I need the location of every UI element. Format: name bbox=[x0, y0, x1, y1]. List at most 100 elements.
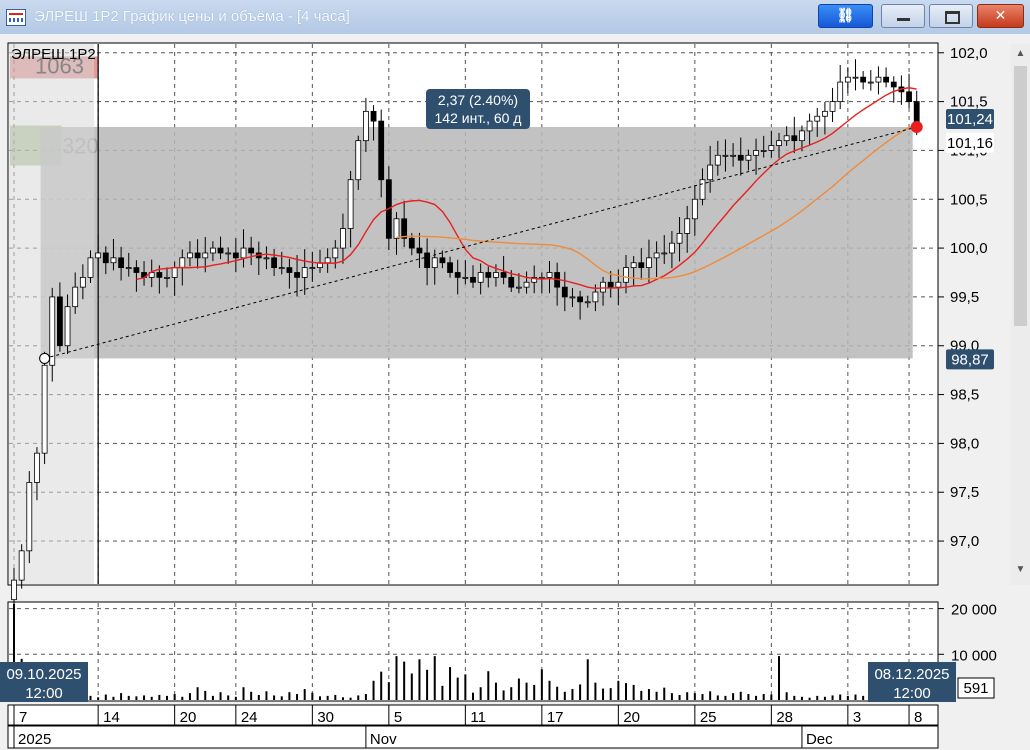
volume-bar[interactable] bbox=[670, 693, 673, 700]
candle-body[interactable] bbox=[867, 81, 874, 84]
volume-bar[interactable] bbox=[112, 696, 115, 700]
secondary-price-tag[interactable]: 101,16 bbox=[946, 132, 994, 153]
candle-body[interactable] bbox=[49, 296, 56, 366]
candle-body[interactable] bbox=[607, 281, 614, 288]
candle-body[interactable] bbox=[202, 252, 209, 259]
candle-body[interactable] bbox=[271, 257, 278, 269]
candle-body[interactable] bbox=[500, 272, 507, 278]
volume-bar[interactable] bbox=[739, 691, 742, 700]
candle-body[interactable] bbox=[844, 76, 851, 83]
volume-bar[interactable] bbox=[647, 689, 650, 700]
volume-bar[interactable] bbox=[479, 687, 482, 700]
price-volume-chart[interactable]: 1063320 102,0101,5101,0100,5100,099,599,… bbox=[0, 34, 1030, 750]
candle-body[interactable] bbox=[584, 301, 591, 304]
volume-bar[interactable] bbox=[785, 692, 788, 700]
candle-body[interactable] bbox=[240, 247, 247, 259]
volume-bar[interactable] bbox=[364, 694, 367, 700]
volume-bar[interactable] bbox=[311, 692, 314, 700]
volume-bar[interactable] bbox=[778, 656, 780, 700]
maximize-button[interactable] bbox=[929, 4, 973, 28]
volume-bar[interactable] bbox=[755, 695, 758, 700]
range-low-price-tag[interactable]: 98,87 bbox=[946, 349, 994, 370]
volume-bar[interactable] bbox=[556, 686, 559, 700]
candle-body[interactable] bbox=[248, 247, 255, 254]
candle-body[interactable] bbox=[41, 364, 48, 454]
candle-body[interactable] bbox=[822, 110, 828, 117]
candle-body[interactable] bbox=[95, 252, 102, 259]
volume-bar[interactable] bbox=[678, 694, 681, 700]
volume-bar[interactable] bbox=[709, 691, 712, 700]
candle-body[interactable] bbox=[462, 276, 469, 279]
scroll-up-icon[interactable]: ▲ bbox=[1015, 48, 1026, 59]
candle-body[interactable] bbox=[347, 179, 354, 229]
volume-bar[interactable] bbox=[234, 696, 237, 700]
volume-bar[interactable] bbox=[219, 692, 222, 700]
candle-body[interactable] bbox=[187, 252, 193, 259]
volume-bar[interactable] bbox=[563, 691, 566, 700]
candle-body[interactable] bbox=[18, 550, 25, 581]
candle-body[interactable] bbox=[485, 272, 492, 278]
candle-body[interactable] bbox=[171, 267, 178, 278]
volume-bar[interactable] bbox=[319, 696, 321, 700]
volume-bar[interactable] bbox=[227, 695, 230, 700]
candle-body[interactable] bbox=[447, 262, 453, 273]
volume-bar[interactable] bbox=[341, 697, 344, 700]
volume-bar[interactable] bbox=[135, 696, 138, 700]
candle-body[interactable] bbox=[26, 482, 33, 552]
volume-bar[interactable] bbox=[265, 691, 268, 700]
candle-body[interactable] bbox=[852, 76, 859, 79]
volume-bar[interactable] bbox=[181, 696, 184, 700]
volume-bar[interactable] bbox=[540, 669, 543, 700]
candle-body[interactable] bbox=[707, 164, 714, 181]
volume-bar[interactable] bbox=[464, 674, 467, 700]
volume-bar[interactable] bbox=[632, 684, 635, 700]
candle-body[interactable] bbox=[791, 135, 798, 142]
volume-bar[interactable] bbox=[196, 687, 199, 700]
volume-bar[interactable] bbox=[166, 695, 168, 700]
volume-bar[interactable] bbox=[487, 671, 490, 700]
candle-body[interactable] bbox=[156, 272, 163, 278]
volume-bar[interactable] bbox=[770, 694, 773, 700]
candle-body[interactable] bbox=[102, 252, 109, 264]
candle-body[interactable] bbox=[263, 257, 270, 260]
candle-body[interactable] bbox=[531, 276, 538, 283]
volume-bar[interactable] bbox=[211, 695, 214, 700]
candle-body[interactable] bbox=[57, 296, 63, 347]
candle-body[interactable] bbox=[669, 242, 675, 254]
candle-body[interactable] bbox=[592, 291, 599, 303]
range-box[interactable] bbox=[40, 126, 913, 359]
volume-bar[interactable] bbox=[387, 682, 390, 700]
candle-body[interactable] bbox=[309, 267, 316, 270]
volume-bar[interactable] bbox=[143, 695, 146, 700]
volume-bar[interactable] bbox=[655, 691, 658, 700]
candle-body[interactable] bbox=[600, 281, 606, 293]
vertical-scrollbar[interactable]: ▲ ▼ bbox=[1011, 44, 1030, 585]
candle-body[interactable] bbox=[768, 145, 775, 151]
volume-bar[interactable] bbox=[372, 680, 375, 700]
volume-bar[interactable] bbox=[663, 687, 666, 700]
volume-bar[interactable] bbox=[724, 695, 727, 700]
volume-bar[interactable] bbox=[273, 695, 276, 700]
candle-body[interactable] bbox=[814, 115, 821, 122]
candle-body[interactable] bbox=[286, 267, 293, 273]
volume-bar[interactable] bbox=[334, 694, 337, 700]
candle-body[interactable] bbox=[294, 272, 300, 278]
candle-body[interactable] bbox=[630, 262, 637, 269]
candle-body[interactable] bbox=[638, 262, 645, 269]
candle-body[interactable] bbox=[523, 281, 530, 288]
candle-body[interactable] bbox=[569, 296, 576, 299]
candle-body[interactable] bbox=[133, 267, 140, 273]
candle-body[interactable] bbox=[11, 579, 17, 601]
candle-body[interactable] bbox=[87, 257, 94, 278]
volume-bar[interactable] bbox=[280, 696, 283, 700]
volume-bar[interactable] bbox=[617, 680, 620, 700]
volume-bar[interactable] bbox=[693, 693, 696, 700]
volume-bar[interactable] bbox=[104, 694, 107, 700]
candle-body[interactable] bbox=[278, 267, 285, 270]
volume-bar[interactable] bbox=[625, 683, 627, 700]
volume-bar[interactable] bbox=[640, 690, 643, 700]
volume-bar[interactable] bbox=[854, 694, 857, 700]
candle-body[interactable] bbox=[225, 252, 232, 255]
candle-body[interactable] bbox=[301, 267, 308, 278]
candle-body[interactable] bbox=[730, 154, 736, 157]
